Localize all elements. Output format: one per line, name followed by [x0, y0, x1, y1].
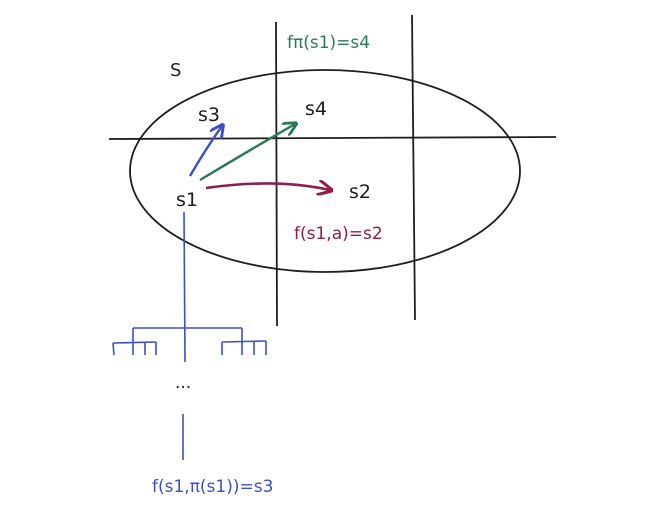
arrow-s1-to-s4 [199, 124, 295, 182]
rollout-tree [112, 211, 267, 460]
ellipsis-label: ... [175, 373, 191, 393]
state-s3-label: s3 [198, 104, 220, 126]
f-s1-a-label: f(s1,a)=s2 [294, 224, 383, 244]
state-space-ellipse [129, 69, 521, 273]
state-s2-label: s2 [349, 181, 371, 203]
arrow-s1-to-s3 [188, 126, 222, 177]
horizontal-grid-line [108, 136, 557, 140]
vertical-grid-line-left [275, 21, 278, 327]
set-label: S [170, 60, 181, 81]
state-s4-label: s4 [305, 98, 327, 120]
arrow-s1-to-s2 [205, 183, 330, 190]
vertical-grid-line-right [411, 14, 416, 321]
state-s1-label: s1 [176, 189, 198, 211]
f-s1-pi-s1-label: f(s1,π(s1))=s3 [152, 477, 273, 497]
f-pi-s1-label: fπ(s1)=s4 [287, 33, 370, 53]
